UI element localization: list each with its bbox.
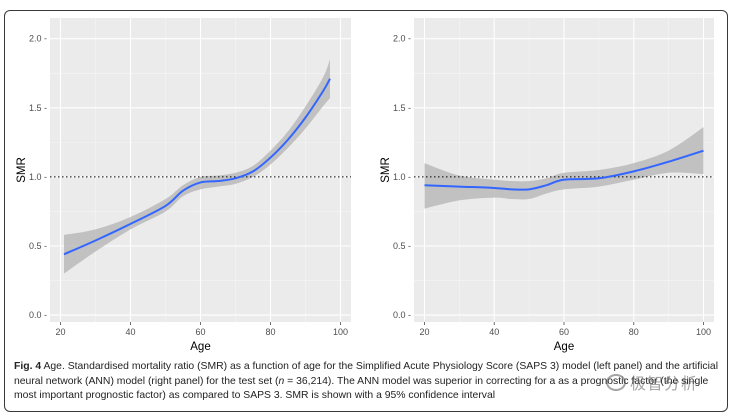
x-tick-label: 100 [333,327,348,337]
x-tick-label: 20 [55,327,65,337]
figure-caption: Fig. 4 Age. Standardised mortality ratio… [14,360,720,404]
y-tick-label: 1.0 - [29,172,47,182]
wechat-icon [606,374,626,391]
caption-n-symbol: n [278,375,285,387]
caption-text-3: as a prognostic factor (the single most … [14,375,709,402]
y-tick-label: 0.5 - [393,241,411,251]
y-tick-label: 1.5 - [29,103,47,113]
watermark-text: 极智分析 [630,374,699,393]
x-tick-label: 80 [629,327,639,337]
y-tick-label: 0.5 - [29,241,47,251]
x-tick-label: 40 [489,327,499,337]
x-tick-label: 60 [559,327,569,337]
watermark: 极智分析 [606,370,698,394]
chart-panel-left: 0.0 - 0.5 - 1.0 - 1.5 - 2.0 - 20 40 60 80 100 Age S… [16,18,351,353]
x-tick-label: 40 [125,327,135,337]
y-tick-label: 0.0 - [393,310,411,320]
y-axis-title: SMR [16,157,28,183]
x-tick-label: 60 [195,327,205,337]
chart-panel-right: 0.0 - 0.5 - 1.0 - 1.5 - 2.0 - 20 40 60 80 100 Age S… [380,18,714,353]
smr-curve [63,78,331,256]
y-axis-title: SMR [380,157,392,183]
x-axis-title: Age [554,341,574,353]
y-tick-label: 0.0 - [29,310,47,320]
x-axis-title: Age [190,341,210,353]
x-tick-label: 80 [265,327,275,337]
y-tick-label: 2.0 - [393,34,411,44]
figure-label: Fig. 4 [14,361,42,372]
smr-curve [424,149,704,191]
caption-text-2: = 36,214). The ANN model was superior in… [284,375,556,387]
caption-text-1: Age. Standardised mortality ratio (SMR) … [14,361,719,387]
confidence-band [64,59,330,274]
y-tick-label: 1.0 - [393,172,411,182]
x-tick-label: 100 [696,327,711,337]
x-tick-label: 20 [419,327,429,337]
y-tick-label: 1.5 - [393,103,411,113]
y-tick-label: 2.0 - [29,34,47,44]
